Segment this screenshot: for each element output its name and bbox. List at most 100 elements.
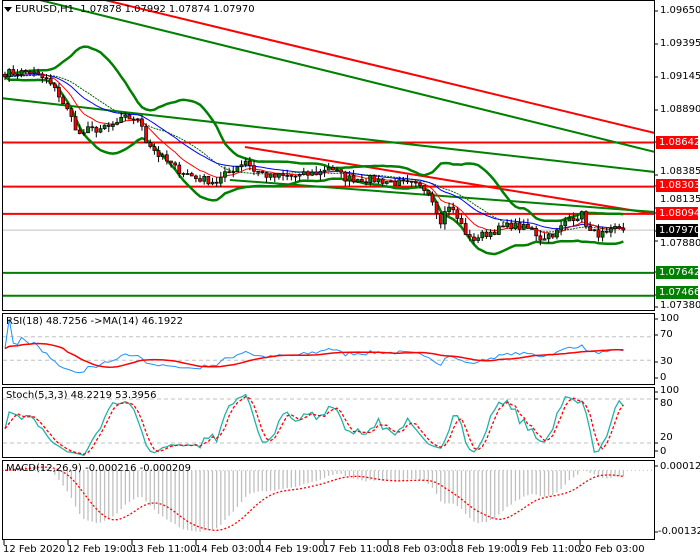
candle-body bbox=[434, 201, 439, 214]
open-price: 1.07878 bbox=[80, 4, 122, 15]
candle-body bbox=[44, 77, 49, 80]
candle-body bbox=[297, 174, 302, 177]
candle-body bbox=[173, 162, 177, 166]
candle-body bbox=[94, 126, 99, 133]
candle-body bbox=[131, 118, 136, 121]
stoch-axis-label: 20 bbox=[660, 432, 673, 443]
candle-body bbox=[314, 171, 319, 176]
candle-body bbox=[23, 70, 28, 73]
candle-body bbox=[260, 171, 265, 173]
candle-body bbox=[617, 226, 622, 229]
price-axis-label: 1.08135 bbox=[660, 194, 700, 205]
time-axis-label: 12 Feb 2020 bbox=[3, 544, 66, 555]
macd-axis-label: 0.000123 bbox=[660, 461, 700, 472]
stoch-axis-label: 80 bbox=[660, 398, 673, 409]
candle-body bbox=[61, 96, 65, 105]
macd-panel-frame bbox=[2, 460, 655, 540]
candle-body bbox=[306, 171, 310, 176]
candle-body bbox=[194, 175, 198, 180]
candle-body bbox=[447, 206, 451, 212]
candle-body bbox=[326, 167, 331, 171]
candle-body bbox=[28, 71, 32, 74]
low-price: 1.07874 bbox=[168, 4, 211, 15]
rsi-label: RSI(18) 48.7256 ->MA(14) 46.1922 bbox=[6, 316, 183, 327]
candle-body bbox=[252, 165, 256, 172]
price-axis-label: 1.09145 bbox=[660, 71, 700, 82]
candle-body bbox=[405, 180, 410, 183]
candle-body bbox=[106, 124, 111, 127]
candle-body bbox=[534, 228, 539, 237]
symbol-label: EURUSD,H1 bbox=[15, 4, 75, 15]
price-axis-label: 1.08385 bbox=[660, 166, 700, 177]
candle-body bbox=[600, 230, 605, 238]
candle-body bbox=[268, 173, 273, 178]
candle-body bbox=[57, 87, 61, 98]
candle-body bbox=[426, 190, 431, 195]
rsi-line bbox=[4, 318, 624, 374]
candle-body bbox=[555, 229, 559, 238]
candle-body bbox=[335, 169, 339, 172]
candle-body bbox=[347, 175, 352, 182]
rsi-axis-label: 70 bbox=[660, 329, 673, 340]
current-price-tag: 1.07970 bbox=[656, 224, 700, 237]
candle-body bbox=[372, 175, 377, 183]
trendline bbox=[104, 1, 654, 134]
candle-body bbox=[65, 103, 70, 110]
candle-body bbox=[189, 173, 194, 177]
candle-body bbox=[115, 122, 119, 125]
candle-body bbox=[488, 231, 493, 237]
candle-body bbox=[538, 235, 543, 241]
candle-body bbox=[160, 154, 165, 157]
candle-body bbox=[592, 229, 597, 232]
high-price: 1.07992 bbox=[124, 4, 166, 15]
candle-body bbox=[123, 114, 128, 118]
candle-body bbox=[243, 160, 248, 166]
candle-body bbox=[351, 175, 356, 183]
price-axis-label: 1.08890 bbox=[660, 104, 700, 115]
candle-body bbox=[277, 173, 281, 178]
candle-body bbox=[3, 73, 7, 78]
time-axis-label: 18 Feb 03:00 bbox=[387, 544, 453, 555]
candle-body bbox=[517, 222, 522, 230]
time-axis-label: 13 Feb 11:00 bbox=[131, 544, 197, 555]
candle-body bbox=[459, 218, 464, 224]
candle-body bbox=[144, 125, 148, 144]
chart-header: EURUSD,H1 1.07878 1.07992 1.07874 1.07970 bbox=[4, 4, 258, 15]
candle-body bbox=[202, 176, 207, 182]
candle-body bbox=[492, 231, 497, 235]
candle-body bbox=[604, 230, 609, 233]
candle-body bbox=[588, 226, 593, 231]
stoch-plot bbox=[3, 393, 654, 457]
candle-body bbox=[526, 223, 530, 229]
candle-body bbox=[140, 118, 144, 127]
candle-body bbox=[165, 154, 169, 162]
candle-body bbox=[218, 176, 223, 184]
candle-body bbox=[451, 206, 456, 211]
candle-body bbox=[40, 73, 45, 79]
candle-body bbox=[414, 181, 418, 184]
macd-plot bbox=[3, 466, 654, 532]
candle-body bbox=[467, 234, 472, 238]
bollinger-middle bbox=[4, 74, 624, 233]
price-axis-label: 1.07880 bbox=[660, 238, 700, 249]
level-tag-green: 1.07466 bbox=[656, 286, 700, 299]
candle-body bbox=[501, 225, 505, 228]
candle-body bbox=[546, 234, 551, 240]
candle-body bbox=[430, 193, 435, 203]
time-axis-label: 14 Feb 19:00 bbox=[259, 544, 325, 555]
candle-body bbox=[389, 180, 393, 183]
candle-body bbox=[331, 167, 335, 171]
ema-red-line bbox=[4, 72, 624, 235]
bollinger-upper bbox=[4, 45, 624, 223]
dropdown-triangle-icon[interactable] bbox=[4, 6, 12, 12]
candle-body bbox=[272, 173, 277, 178]
time-axis-label: 20 Feb 03:00 bbox=[579, 544, 645, 555]
candle-body bbox=[293, 175, 298, 178]
rsi-axis-label: 30 bbox=[660, 356, 673, 367]
rsi-panel-frame bbox=[2, 313, 655, 385]
candle-body bbox=[443, 211, 447, 225]
candle-body bbox=[360, 179, 364, 183]
candle-body bbox=[69, 108, 74, 117]
candle-body bbox=[438, 213, 443, 225]
